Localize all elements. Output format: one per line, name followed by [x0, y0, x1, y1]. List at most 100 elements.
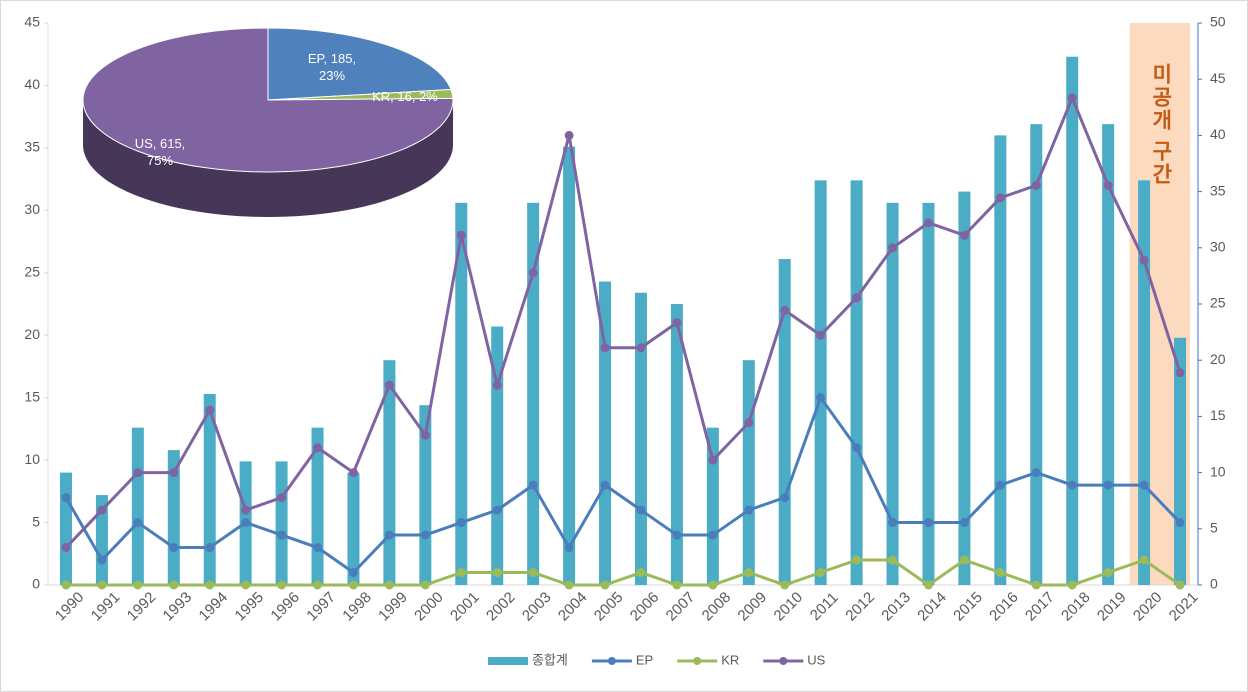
bar: [167, 450, 180, 585]
marker: [61, 543, 71, 553]
marker: [384, 530, 394, 540]
y2-tick-label: 15: [1210, 407, 1226, 423]
marker: [492, 568, 502, 578]
marker: [348, 468, 358, 478]
legend-swatch: [488, 657, 528, 665]
marker: [995, 193, 1005, 203]
pie-slice: [82, 27, 454, 173]
marker: [277, 530, 287, 540]
marker: [564, 580, 574, 590]
marker: [708, 455, 718, 465]
bar: [275, 461, 288, 585]
marker: [564, 130, 574, 140]
marker: [1031, 180, 1041, 190]
bar: [563, 146, 576, 585]
marker: [1103, 568, 1113, 578]
marker: [169, 468, 179, 478]
marker: [313, 580, 323, 590]
y-tick-label: 35: [24, 139, 40, 155]
marker: [384, 580, 394, 590]
legend-label: KR: [721, 652, 739, 667]
marker: [1103, 480, 1113, 490]
marker: [564, 543, 574, 553]
marker: [1175, 368, 1185, 378]
marker: [816, 330, 826, 340]
marker: [313, 443, 323, 453]
legend-marker: [607, 657, 616, 665]
marker: [456, 568, 466, 578]
marker: [672, 318, 682, 328]
marker: [888, 555, 898, 565]
marker: [313, 543, 323, 553]
marker: [744, 505, 754, 515]
marker: [97, 505, 107, 515]
pie-label: US, 615, 75%: [134, 136, 186, 168]
bar: [850, 180, 863, 586]
bar: [814, 180, 827, 586]
marker: [923, 518, 933, 528]
marker: [923, 580, 933, 590]
y-tick-label: 0: [32, 576, 40, 592]
marker: [744, 568, 754, 578]
marker: [528, 568, 538, 578]
marker: [97, 555, 107, 565]
marker: [600, 343, 610, 353]
bar: [994, 135, 1007, 585]
marker: [348, 580, 358, 590]
marker: [780, 580, 790, 590]
marker: [241, 518, 251, 528]
marker: [995, 568, 1005, 578]
marker: [780, 493, 790, 503]
y-tick-label: 40: [24, 76, 40, 92]
y2-tick-label: 5: [1210, 520, 1218, 536]
marker: [959, 555, 969, 565]
legend-label: US: [807, 652, 825, 667]
marker: [1031, 580, 1041, 590]
marker: [456, 518, 466, 528]
marker: [97, 580, 107, 590]
pie-label: EP, 185, 23%: [307, 51, 357, 83]
marker: [780, 305, 790, 315]
bar: [670, 304, 683, 585]
y2-tick-label: 30: [1210, 239, 1226, 255]
bar: [491, 326, 504, 585]
marker: [420, 530, 430, 540]
bar: [1102, 124, 1115, 585]
marker: [492, 380, 502, 390]
y-tick-label: 20: [24, 326, 40, 342]
marker: [348, 568, 358, 578]
marker: [277, 580, 287, 590]
bar: [1030, 124, 1043, 585]
marker: [528, 480, 538, 490]
marker: [672, 580, 682, 590]
marker: [1103, 180, 1113, 190]
y2-tick-label: 50: [1210, 14, 1226, 30]
marker: [923, 218, 933, 228]
marker: [1031, 468, 1041, 478]
marker: [492, 505, 502, 515]
marker: [852, 555, 862, 565]
bar: [203, 393, 216, 585]
marker: [420, 430, 430, 440]
legend-marker: [779, 657, 788, 665]
bar: [347, 472, 360, 585]
marker: [277, 493, 287, 503]
marker: [1139, 555, 1149, 565]
marker: [1067, 580, 1077, 590]
y-tick-label: 25: [24, 263, 40, 279]
marker: [1067, 480, 1077, 490]
bar: [383, 360, 396, 585]
bar: [886, 202, 899, 585]
marker: [205, 580, 215, 590]
marker: [133, 518, 143, 528]
marker: [852, 293, 862, 303]
marker: [169, 543, 179, 553]
marker: [1139, 255, 1149, 265]
bar: [59, 472, 72, 585]
marker: [241, 505, 251, 515]
marker: [708, 530, 718, 540]
pie-side: [83, 100, 453, 217]
annotation-text: 미공개 구간: [1149, 63, 1172, 186]
